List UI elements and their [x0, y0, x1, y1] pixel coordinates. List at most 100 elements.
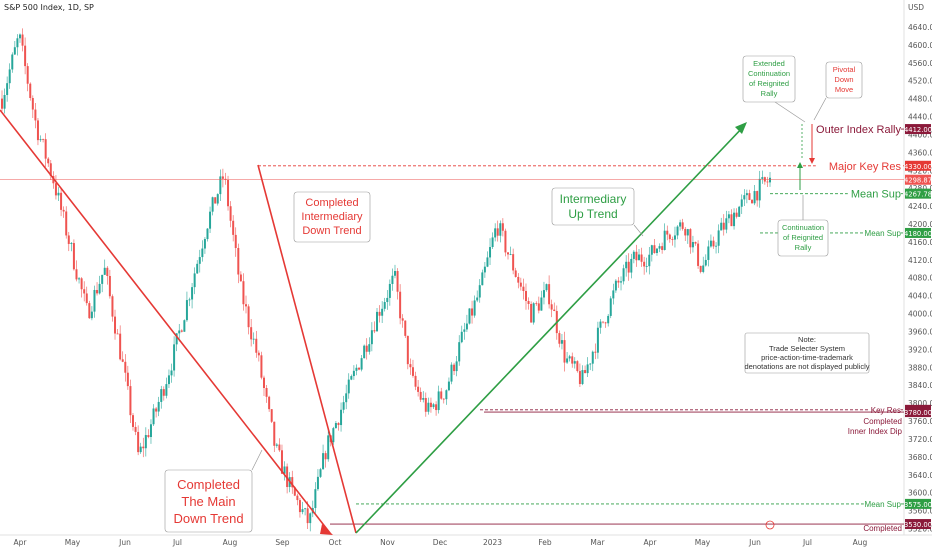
candle-body	[332, 428, 335, 443]
candle-body	[268, 396, 271, 410]
price-tag-text: 3575.00	[904, 501, 932, 509]
candle-body	[129, 386, 132, 416]
candle-body	[612, 290, 615, 299]
candle-body	[275, 444, 278, 446]
candle-body	[650, 245, 653, 255]
candle-body	[72, 243, 75, 270]
candle-body	[57, 192, 60, 196]
y-tick-label: 4040.00	[908, 292, 932, 301]
candle-body	[401, 318, 404, 321]
candle-body	[31, 98, 34, 110]
candle-body	[1, 98, 3, 109]
level-label-bg	[790, 122, 901, 135]
candle-body	[573, 361, 576, 364]
price-tag	[905, 124, 931, 135]
y-tick-label: 4080.00	[908, 274, 932, 283]
candle-body	[496, 228, 499, 236]
candle-body	[83, 289, 86, 294]
candle-body	[673, 235, 676, 240]
y-tick-label: 3680.00	[908, 453, 932, 462]
price-tag-text: 4267.78	[904, 191, 932, 199]
y-tick-label: 3840.00	[908, 381, 932, 390]
x-tick-label: Aug	[853, 538, 868, 547]
candle-body	[681, 222, 684, 229]
candle-body	[715, 245, 718, 247]
event-marker-icon[interactable]	[765, 520, 775, 530]
candle-body	[211, 197, 214, 212]
candle-body	[630, 258, 633, 273]
candle-body	[93, 289, 96, 312]
candle-body	[209, 211, 212, 229]
candle-body	[625, 261, 628, 269]
price-tag	[905, 160, 931, 171]
candle-body	[524, 291, 527, 301]
candle-body	[399, 291, 402, 319]
chart-title: S&P 500 Index, 1D, SP	[4, 3, 94, 12]
candle-body	[3, 95, 6, 109]
candle-body	[709, 240, 712, 247]
price-tag-text: 3780.00	[904, 409, 932, 417]
candle-body	[368, 344, 371, 352]
candle-body	[262, 377, 265, 389]
x-tick-label: Jun	[118, 538, 131, 547]
candle-body	[221, 176, 224, 179]
inner-dip-line1: Completed	[863, 417, 902, 426]
candle-body	[370, 330, 373, 345]
y-tick-label: 4520.00	[908, 77, 932, 86]
candle-body	[763, 177, 766, 182]
level-label: Outer Index Rally	[816, 124, 901, 136]
note-line2: Trade Selecter System	[769, 344, 845, 353]
price-tag	[905, 227, 931, 238]
y-tick-label: 3800.00	[908, 399, 932, 408]
y-tick-label: 3560.00	[908, 507, 932, 516]
price-tag	[905, 188, 931, 199]
price-tag	[905, 498, 931, 509]
pivotal-line1: Pivotal	[833, 65, 856, 74]
candle-body	[78, 278, 81, 280]
candle-body	[627, 261, 630, 273]
candle-body	[566, 358, 569, 363]
candle-body	[712, 240, 715, 247]
candle-body	[406, 335, 409, 365]
candle-body	[455, 361, 458, 372]
candle-body	[481, 272, 484, 286]
candle-body	[450, 364, 453, 382]
candle-body	[509, 254, 512, 255]
level-label-bg	[863, 498, 901, 508]
x-tick-label: Jun	[748, 538, 761, 547]
note-callout: Note: Trade Selecter System price-action…	[744, 332, 870, 374]
candle-body	[761, 177, 764, 179]
candle-body	[769, 177, 771, 183]
candle-body	[635, 251, 638, 261]
candle-body	[527, 300, 530, 304]
price-tag	[905, 407, 931, 418]
candle-body	[65, 211, 68, 236]
candle-body	[60, 192, 63, 210]
intermediary-down-trend-line	[257, 164, 357, 534]
price-axis: 4640.00 4600.00 4560.00 4520.00 4480.00 4440.…	[908, 23, 932, 534]
inter-up-line2: Up Trend	[568, 207, 617, 221]
candle-body	[460, 331, 463, 343]
candle-body	[26, 66, 29, 84]
price-tag-text: 3530.00	[904, 521, 932, 529]
x-tick-label: Dec	[433, 538, 448, 547]
candle-body	[170, 370, 173, 376]
y-tick-label: 4200.00	[908, 220, 932, 229]
candle-body	[24, 45, 27, 67]
price-tag-text: 4298.87	[904, 177, 932, 185]
candle-body	[620, 281, 623, 283]
candle-body	[280, 450, 283, 474]
candle-body	[560, 340, 563, 344]
candle-body	[671, 239, 674, 240]
inter-up-line1: Intermediary	[560, 192, 627, 206]
candle-body	[188, 299, 191, 301]
candle-body	[234, 234, 237, 248]
candle-body	[661, 246, 664, 250]
candle-body	[766, 181, 769, 183]
candle-body	[730, 214, 733, 227]
candle-body	[381, 308, 384, 316]
candle-body	[751, 199, 754, 204]
candle-body	[85, 293, 88, 304]
candle-body	[727, 214, 730, 219]
